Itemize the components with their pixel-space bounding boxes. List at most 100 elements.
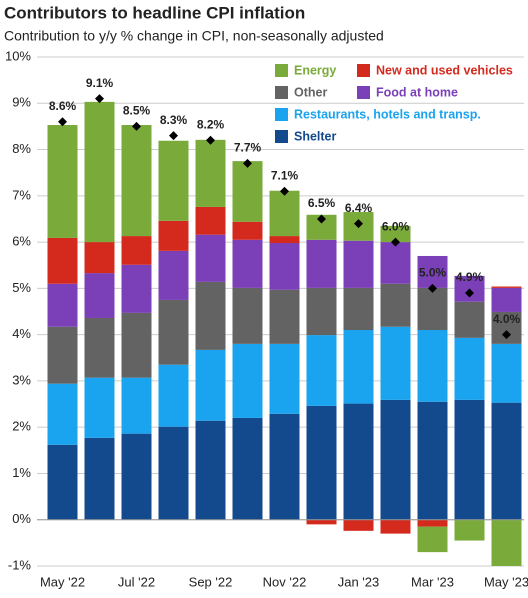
headline-marker <box>280 186 289 196</box>
chart-title: Contributors to headline CPI inflation <box>4 3 305 22</box>
legend-label: Other <box>294 85 327 99</box>
headline-marker <box>465 288 474 298</box>
bar-segment <box>158 426 189 520</box>
bar-segment <box>491 287 522 312</box>
bar-segment <box>232 221 263 240</box>
y-tick-label: 7% <box>12 187 31 202</box>
bar-segment <box>454 399 485 520</box>
headline-marker <box>243 158 252 168</box>
headline-marker <box>169 131 178 141</box>
legend-label: Energy <box>294 63 336 77</box>
legend-label: Food at home <box>376 85 458 99</box>
headline-marker <box>132 121 141 131</box>
headline-label: 8.3% <box>160 113 188 127</box>
x-tick-label: May '23 <box>484 574 528 589</box>
bar-segment <box>195 139 226 207</box>
y-tick-label: 6% <box>12 234 31 249</box>
bar-segment <box>417 287 448 331</box>
bar-segment <box>121 433 152 520</box>
bar-segment <box>232 343 263 418</box>
y-tick-label: 4% <box>12 326 31 341</box>
y-tick-label: 10% <box>5 48 31 63</box>
bar-segment <box>380 399 411 520</box>
legend-swatch <box>275 86 288 99</box>
bar-segment <box>306 287 337 336</box>
headline-marker <box>206 135 215 145</box>
bar-segment <box>195 420 226 520</box>
headline-label: 7.7% <box>234 141 262 155</box>
bar-segment <box>380 283 411 327</box>
bar-segment <box>47 237 78 284</box>
bar-segment <box>84 437 115 520</box>
x-tick-label: Jan '23 <box>338 574 380 589</box>
bar-segment <box>84 242 115 274</box>
bar-segment <box>380 326 411 400</box>
bar-segment <box>417 401 448 520</box>
x-tick-label: May '22 <box>40 574 85 589</box>
bar-segment <box>121 264 152 313</box>
legend-swatch <box>357 64 370 77</box>
headline-label: 6.0% <box>382 219 410 233</box>
legend-label: Shelter <box>294 129 337 143</box>
bar-segment <box>306 519 337 525</box>
bar-segment <box>47 383 78 445</box>
x-tick-label: Sep '22 <box>189 574 233 589</box>
bar-segment <box>269 289 300 344</box>
bar-segment <box>343 519 374 531</box>
y-tick-label: 1% <box>12 465 31 480</box>
bar-segment <box>417 255 448 288</box>
headline-marker <box>95 94 104 104</box>
bar-segment <box>380 519 411 534</box>
y-tick-label: 5% <box>12 280 31 295</box>
bar-segment <box>491 343 522 403</box>
legend-label: Restaurants, hotels and transp. <box>294 107 481 121</box>
headline-label: 9.1% <box>86 76 114 90</box>
bar-segment <box>417 519 448 527</box>
legend-swatch <box>275 130 288 143</box>
headline-label: 4.9% <box>456 270 484 284</box>
bar-segment <box>343 240 374 288</box>
headline-label: 8.5% <box>123 104 151 118</box>
headline-marker <box>502 330 511 340</box>
headline-label: 8.2% <box>197 117 225 131</box>
bar-segment <box>121 312 152 378</box>
headline-label: 6.4% <box>345 201 373 215</box>
bar-segment <box>158 250 189 300</box>
bar-segment <box>232 239 263 288</box>
bar-segment <box>306 335 337 406</box>
y-tick-label: 9% <box>12 95 31 110</box>
bar-segment <box>195 234 226 282</box>
bar-segment <box>306 405 337 520</box>
bar-segment <box>47 326 78 384</box>
x-tick-label: Nov '22 <box>263 574 307 589</box>
bar-segment <box>269 236 300 244</box>
bar-segment <box>380 225 411 243</box>
bar-segment <box>380 242 411 284</box>
bar-segment <box>343 330 374 404</box>
x-tick-label: Jul '22 <box>118 574 155 589</box>
bar-segment <box>84 377 115 438</box>
bar-segment <box>121 377 152 434</box>
bar-segment <box>491 402 522 520</box>
bar-segment <box>47 444 78 520</box>
headline-label: 5.0% <box>419 266 447 280</box>
headline-marker <box>391 237 400 247</box>
legend-swatch <box>275 108 288 121</box>
bar-segment <box>121 125 152 237</box>
headline-marker <box>428 283 437 293</box>
bar-segment <box>84 101 115 243</box>
headline-marker <box>317 214 326 224</box>
y-tick-label: 0% <box>12 511 31 526</box>
headline-label: 6.5% <box>308 196 336 210</box>
y-tick-label: -1% <box>8 557 32 572</box>
headline-marker <box>58 117 67 127</box>
bar-segment <box>158 299 189 365</box>
bar-segment <box>343 287 374 331</box>
bar-segment <box>232 161 263 222</box>
y-tick-label: 3% <box>12 372 31 387</box>
y-tick-label: 8% <box>12 141 31 156</box>
bar-segment <box>454 337 485 400</box>
legend-label: New and used vehicles <box>376 63 513 77</box>
bar-segment <box>195 349 226 421</box>
